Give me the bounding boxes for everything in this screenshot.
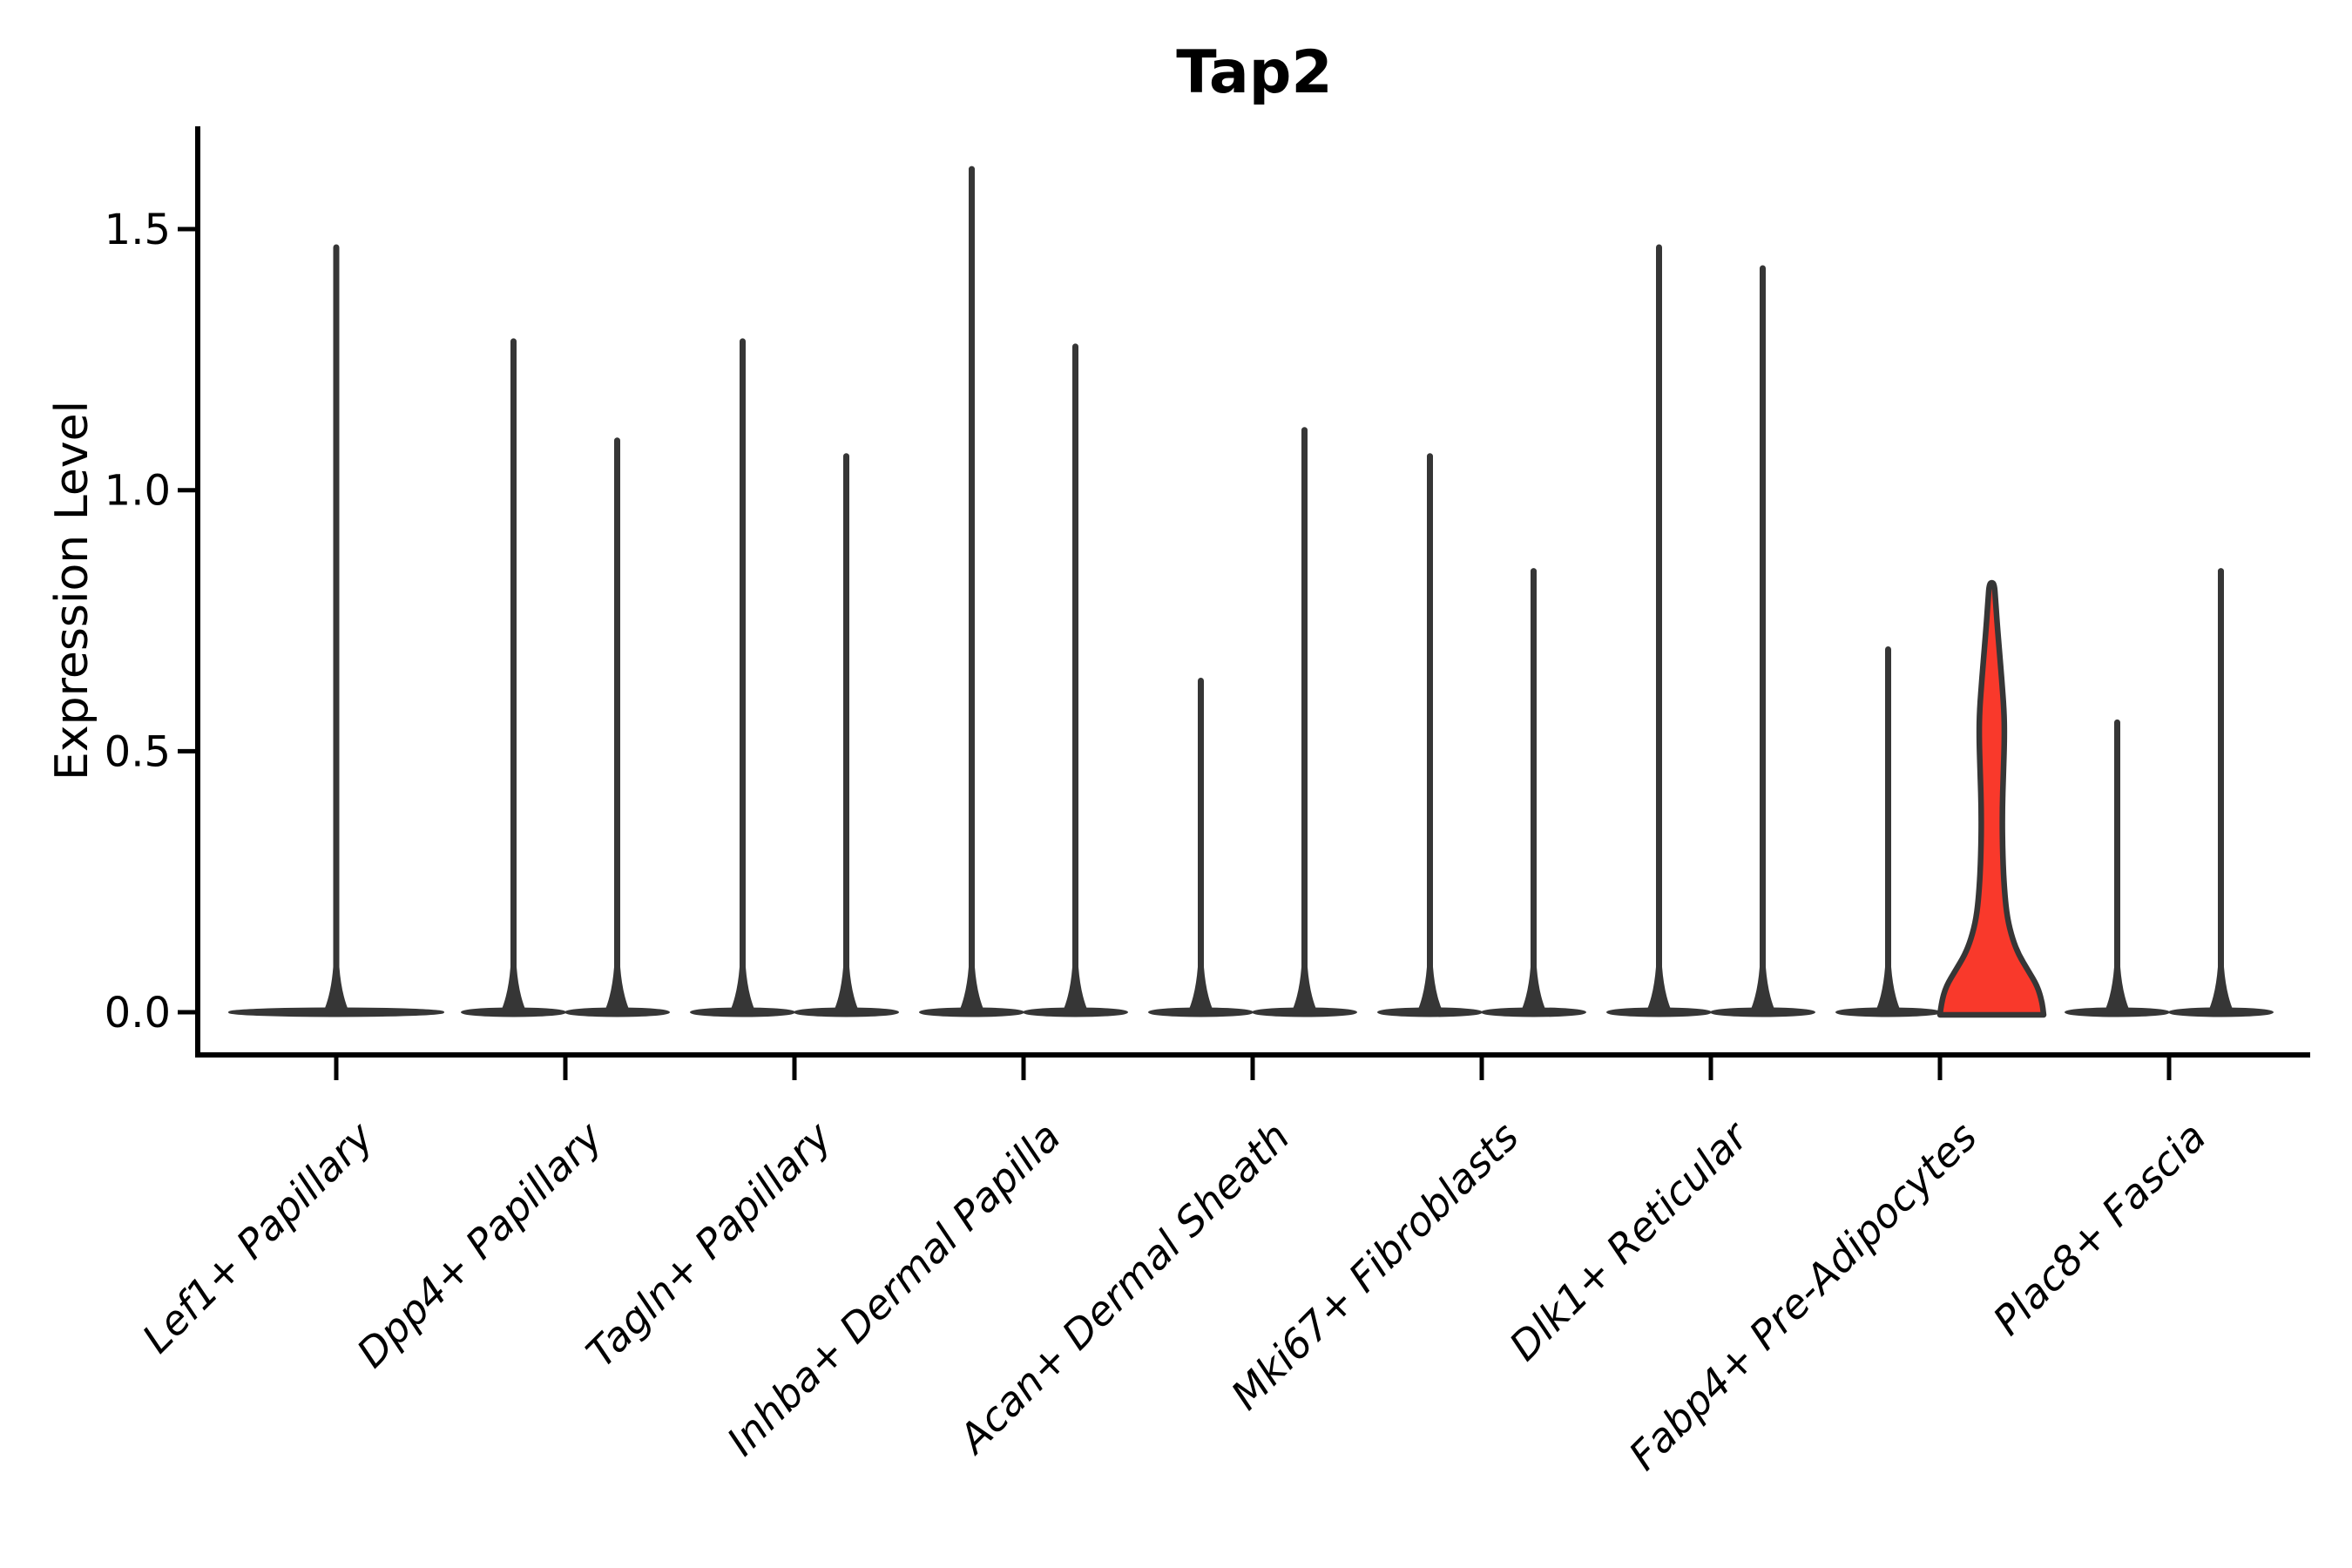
x-category-label-plac8-fascia: Plac8+ Fascia [1984, 1113, 2214, 1344]
violin-fabp4-pre-adipocytes-left [1835, 645, 1941, 1017]
y-tick-label: 0.0 [105, 989, 171, 1037]
violin-tagln-papillary-left [690, 338, 795, 1017]
violin-dlk1-reticular-left [1606, 244, 1712, 1017]
violin-acan-dermal-sheath-right [1252, 427, 1357, 1017]
violin-acan-dermal-sheath-left [1148, 677, 1254, 1017]
chart-title: Tap2 [1176, 38, 1333, 107]
violin-plac8-fascia-right [2168, 568, 2274, 1017]
violin-plac8-fascia-left [2065, 719, 2170, 1017]
violin-dlk1-reticular-right [1710, 265, 1815, 1017]
violin-mki67-fibroblasts-left [1377, 453, 1483, 1017]
y-axis-label: Expression Level [46, 401, 98, 781]
violin-fabp4-pre-adipocytes-right [1936, 579, 2047, 1018]
violin-dpp4-papillary-right [564, 437, 670, 1017]
x-category-label-dpp4-papillary: Dpp4+ Papillary [348, 1112, 612, 1376]
violin-inhba-dermal-papilla-right [1023, 343, 1128, 1017]
highlighted-violin-body [1936, 579, 2047, 1018]
y-tick-label: 1.5 [105, 206, 171, 254]
violin-inhba-dermal-papilla-left [919, 166, 1024, 1017]
x-category-label-tagln-papillary: Tagln+ Papillary [577, 1112, 841, 1376]
x-category-label-dlk1-reticular: Dlk1+ Reticular [1500, 1111, 1759, 1369]
x-category-label-lef1-papillary: Lef1+ Papillary [133, 1112, 382, 1362]
violin-lef1-papillary-center [228, 244, 444, 1017]
violin-dpp4-papillary-left [461, 338, 566, 1017]
y-tick-label: 0.5 [105, 727, 171, 776]
violin-mki67-fibroblasts-right [1481, 568, 1586, 1017]
violin-tagln-papillary-right [794, 453, 899, 1017]
y-tick-label: 1.0 [105, 467, 171, 516]
